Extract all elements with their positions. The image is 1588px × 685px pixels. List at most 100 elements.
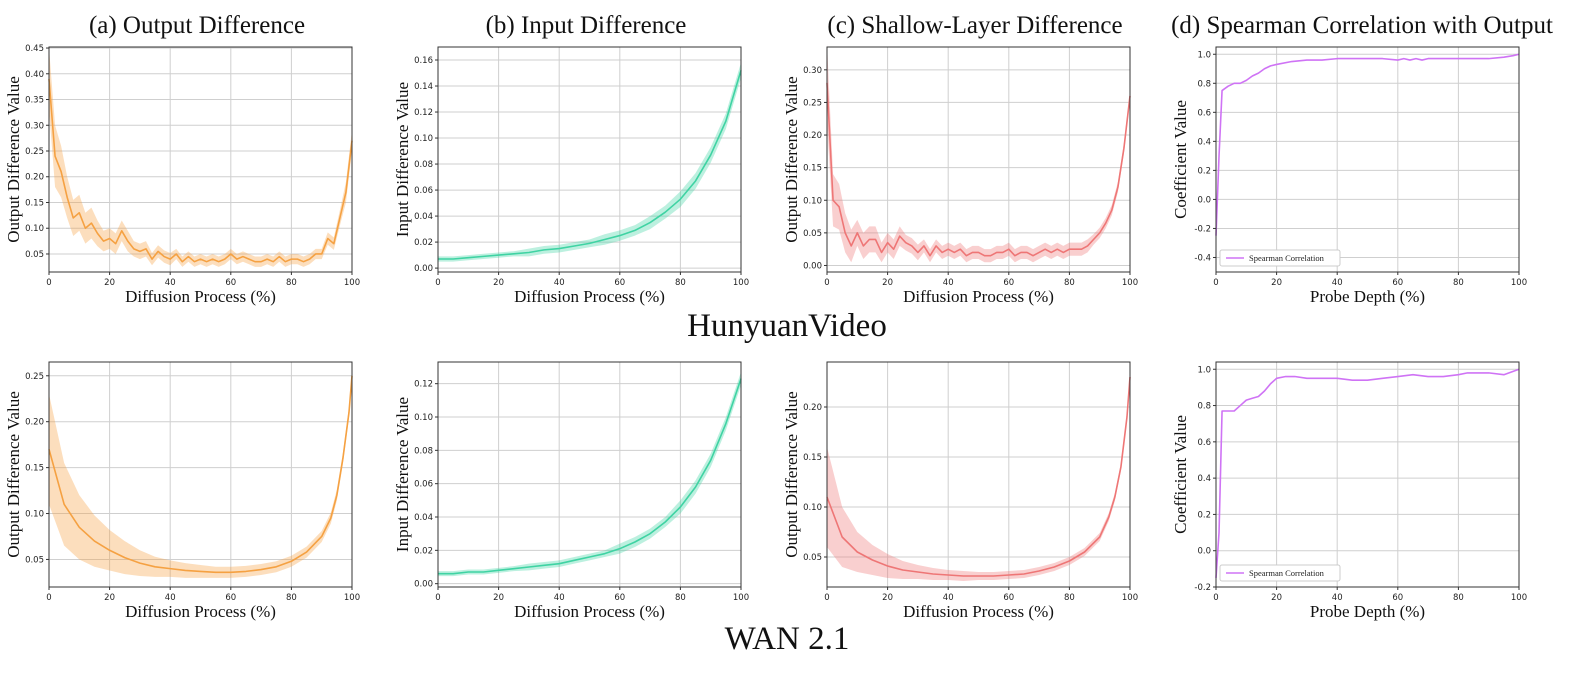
y-tick-label: 0.16 (414, 56, 433, 66)
y-tick-label: 0.10 (414, 134, 433, 144)
series-line (48, 375, 353, 574)
y-tick-label: 0.15 (803, 164, 822, 174)
chart-hy-c: 0 20 40 60 80 100 0.00 0.05 0.10 0.15 0.20 0.25 0.30… (782, 43, 1138, 306)
y-tick-label: 0.08 (414, 446, 433, 456)
y-axis-label: Output Difference Value (782, 76, 801, 242)
series-line (438, 70, 742, 260)
y-tick-label: -0.4 (1194, 253, 1211, 263)
x-axis-label: Diffusion Process (%) (903, 602, 1054, 621)
y-tick-label: 0.02 (414, 546, 433, 556)
y-axis-label: Coefficient Value (1171, 100, 1190, 219)
y-axis-label: Coefficient Value (1171, 415, 1190, 534)
x-tick-label: 0 (1213, 593, 1218, 603)
x-tick-label: 100 (733, 278, 749, 288)
x-axis-label: Diffusion Process (%) (125, 602, 276, 621)
y-tick-label: 0.12 (414, 380, 433, 390)
series-line (1215, 368, 1520, 578)
y-tick-label: 0.14 (414, 82, 433, 92)
x-tick-label: 60 (614, 278, 625, 288)
confidence-band (827, 43, 1130, 263)
x-axis-label: Probe Depth (%) (1310, 287, 1425, 306)
x-tick-label: 0 (46, 278, 51, 288)
confidence-band (438, 372, 741, 577)
x-tick-label: 40 (165, 593, 176, 603)
y-tick-label: 0.04 (414, 513, 433, 523)
y-axis-label: Output Difference Value (4, 76, 23, 242)
y-axis-label: Output Difference Value (782, 391, 801, 557)
y-axis-label: Output Difference Value (4, 391, 23, 557)
x-tick-label: 80 (286, 278, 297, 288)
row-title-hunyuan: HunyuanVideo (687, 308, 887, 344)
plot-frame (437, 361, 742, 588)
y-tick-label: 0.00 (414, 580, 433, 590)
y-tick-label: 0.06 (414, 186, 433, 196)
y-tick-label: -0.2 (1194, 583, 1211, 593)
x-tick-label: 80 (286, 593, 297, 603)
y-tick-label: 0.05 (803, 553, 822, 563)
x-tick-label: 100 (1511, 278, 1527, 288)
x-tick-label: 40 (943, 593, 954, 603)
y-tick-label: 0.6 (1197, 108, 1211, 118)
y-tick-label: 0.8 (1197, 402, 1211, 412)
plot-frame (1215, 361, 1520, 588)
y-tick-label: 0.25 (25, 372, 44, 382)
chart-hy-d: 0 20 40 60 80 100 -0.4 -0.2 0.0 0.2 0.4 0.6 0.8 1.0 Pr… (1171, 46, 1527, 306)
x-axis-label: Diffusion Process (%) (903, 287, 1054, 306)
chart-hy-b: 0 20 40 60 80 100 0.00 0.02 0.04 0.06 0.08 0.10 0.12… (393, 46, 749, 306)
y-tick-label: 0.45 (25, 44, 44, 54)
y-tick-label: 0.10 (414, 413, 433, 423)
y-tick-label: 0.00 (414, 264, 433, 274)
chart-hy-a: 0 20 40 60 80 100 0.05 0.10 0.15 0.20 0.25 0.30 0.35… (4, 44, 360, 306)
x-tick-label: 20 (882, 278, 893, 288)
confidence-band (827, 373, 1130, 581)
y-tick-label: 0.25 (803, 98, 822, 108)
x-tick-label: 100 (344, 593, 360, 603)
row-title-wan: WAN 2.1 (725, 621, 850, 657)
x-tick-label: 60 (225, 278, 236, 288)
panel-title-c: (c) Shallow-Layer Difference (827, 12, 1122, 39)
y-tick-label: 0.05 (25, 555, 44, 565)
confidence-band (438, 62, 741, 262)
y-tick-label: 0.2 (1197, 166, 1211, 176)
y-tick-label: 0.30 (803, 66, 822, 76)
legend-label: Spearman Correlation (1249, 253, 1325, 263)
y-tick-label: 0.4 (1197, 137, 1211, 147)
x-tick-label: 0 (1213, 278, 1218, 288)
x-tick-label: 20 (1271, 278, 1282, 288)
plots: 0 20 40 60 80 1000.050.100.150.200.250.300.35… (4, 43, 1527, 621)
x-tick-label: 100 (1122, 593, 1138, 603)
series-line (1215, 53, 1520, 236)
y-tick-label: 0.0 (1197, 547, 1211, 557)
x-tick-label: 100 (344, 278, 360, 288)
x-tick-label: 60 (614, 593, 625, 603)
x-tick-label: 40 (554, 593, 565, 603)
x-tick-label: 40 (554, 278, 565, 288)
y-tick-label: 0.20 (25, 173, 44, 183)
x-tick-label: 20 (882, 593, 893, 603)
x-tick-label: 60 (1003, 593, 1014, 603)
plot-frame (48, 46, 353, 273)
y-tick-label: 0.08 (414, 160, 433, 170)
y-tick-label: 0.35 (25, 96, 44, 106)
y-tick-label: 0.04 (414, 212, 433, 222)
x-tick-label: 0 (824, 278, 829, 288)
series-line (438, 378, 742, 575)
plot-frame (1215, 46, 1520, 273)
y-tick-label: 0.10 (803, 503, 822, 513)
panel-titles: (a) Output Difference (b) Input Differen… (89, 12, 1553, 39)
x-tick-label: 40 (1332, 593, 1343, 603)
x-tick-label: 80 (675, 278, 686, 288)
x-axis-label: Diffusion Process (%) (514, 287, 665, 306)
y-tick-label: 0.30 (25, 121, 44, 131)
x-axis-label: Diffusion Process (%) (514, 602, 665, 621)
y-tick-label: 0.20 (25, 418, 44, 428)
x-tick-label: 20 (104, 278, 115, 288)
plot-frame (48, 361, 353, 588)
confidence-band (49, 48, 352, 267)
y-tick-label: 0.10 (25, 224, 44, 234)
x-tick-label: 80 (1453, 278, 1464, 288)
x-axis-label: Probe Depth (%) (1310, 602, 1425, 621)
y-tick-label: 0.8 (1197, 79, 1211, 89)
y-tick-label: 0.05 (803, 229, 822, 239)
